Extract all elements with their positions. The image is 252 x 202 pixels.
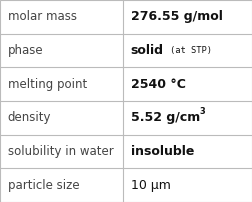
Text: solid: solid	[131, 44, 164, 57]
Text: particle size: particle size	[8, 179, 79, 192]
Text: 3: 3	[200, 107, 206, 116]
Text: density: density	[8, 111, 51, 124]
Text: 10 μm: 10 μm	[131, 179, 170, 192]
Text: molar mass: molar mass	[8, 10, 77, 23]
Text: melting point: melting point	[8, 78, 87, 91]
Text: solubility in water: solubility in water	[8, 145, 113, 158]
Text: 2540 °C: 2540 °C	[131, 78, 185, 91]
Text: phase: phase	[8, 44, 43, 57]
Text: (at STP): (at STP)	[170, 46, 212, 55]
Text: 276.55 g/mol: 276.55 g/mol	[131, 10, 223, 23]
Text: insoluble: insoluble	[131, 145, 194, 158]
Text: 5.52 g/cm: 5.52 g/cm	[131, 111, 200, 124]
